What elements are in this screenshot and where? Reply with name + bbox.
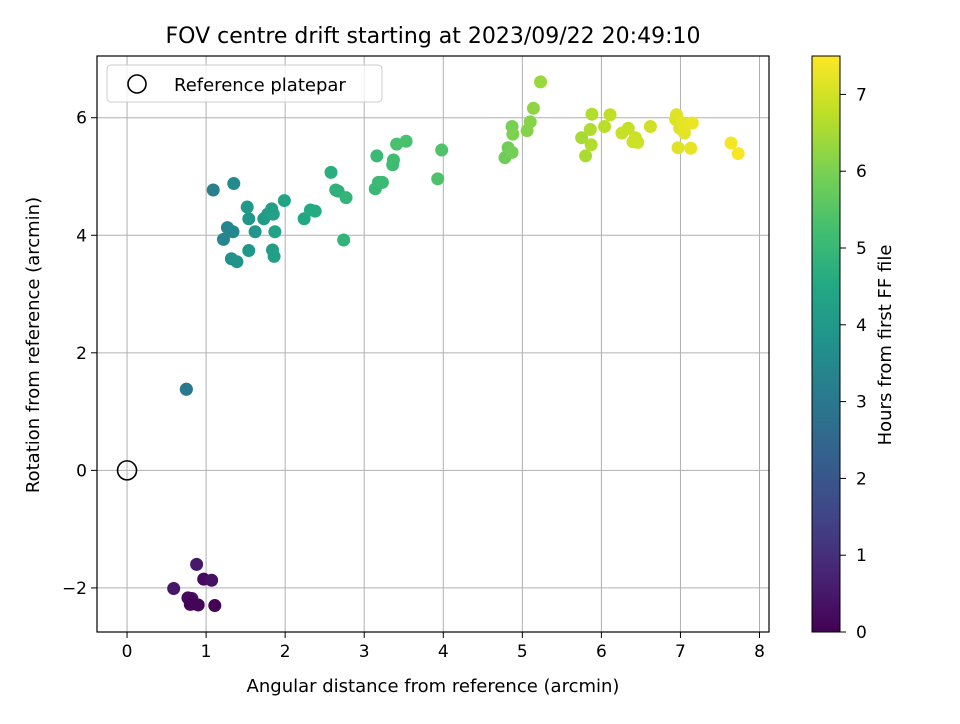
y-tick-label: 4 (76, 226, 87, 246)
data-point (337, 233, 351, 247)
chart-title: FOV centre drift starting at 2023/09/22 … (166, 24, 701, 49)
x-tick-label: 0 (122, 642, 133, 662)
data-point (227, 177, 241, 191)
data-point (584, 138, 598, 152)
legend: Reference platepar (106, 64, 383, 103)
y-tick-label: 0 (76, 461, 87, 481)
colorbar-label: Hours from first FF file (875, 245, 896, 446)
x-tick-label: 1 (201, 642, 212, 662)
data-point (268, 225, 282, 239)
y-tick-label: 2 (76, 344, 87, 364)
data-point (266, 207, 280, 221)
colorbar-tick-label: 7 (856, 85, 867, 105)
legend-box (106, 64, 383, 103)
colorbar: 0 1 2 3 4 5 6 7 Hours from first FF file (811, 55, 896, 643)
data-point (386, 153, 400, 167)
legend-label: Reference platepar (174, 75, 346, 96)
axis-ticks: 0 1 2 3 4 5 6 7 8 −2 0 2 4 6 (62, 109, 765, 662)
colorbar-tick-label: 1 (856, 546, 867, 566)
data-point (339, 191, 353, 205)
data-point (179, 382, 193, 396)
data-point (621, 121, 635, 135)
x-tick-label: 8 (754, 642, 765, 662)
colorbar-gradient (811, 55, 841, 633)
data-point (226, 225, 240, 239)
data-point (598, 120, 612, 134)
data-point (724, 136, 738, 150)
data-point (631, 135, 645, 149)
x-tick-label: 4 (438, 642, 449, 662)
data-point (585, 107, 599, 121)
y-tick-label: −2 (62, 579, 87, 599)
x-tick-label: 5 (517, 642, 528, 662)
y-axis-label: Rotation from reference (arcmin) (23, 197, 44, 493)
data-point (505, 145, 519, 159)
colorbar-tick-label: 2 (856, 469, 867, 489)
data-point (575, 131, 589, 145)
data-point (685, 116, 699, 130)
data-point (506, 127, 520, 141)
data-point (324, 165, 338, 179)
data-point (523, 115, 537, 129)
data-point (277, 194, 291, 208)
data-point (583, 122, 597, 136)
data-point (671, 141, 685, 155)
data-point (534, 75, 548, 89)
reference-platepar-marker (116, 460, 138, 481)
data-point (190, 557, 204, 571)
data-point (206, 183, 220, 197)
scatter-points (167, 75, 745, 613)
data-point (731, 147, 745, 161)
data-point (242, 212, 256, 226)
data-point (370, 149, 384, 163)
x-axis-label: Angular distance from reference (arcmin) (247, 676, 620, 697)
data-point (431, 172, 445, 186)
data-point (603, 108, 617, 122)
data-point (643, 120, 657, 134)
data-point (191, 598, 205, 612)
data-point (230, 255, 244, 269)
colorbar-tick-label: 6 (856, 162, 867, 182)
data-point (375, 175, 389, 189)
data-point (526, 101, 540, 115)
plot-frame (96, 55, 770, 633)
data-point (399, 134, 413, 148)
data-point (242, 244, 256, 258)
grid-lines (97, 56, 769, 632)
data-point (167, 582, 181, 596)
x-tick-label: 2 (280, 642, 291, 662)
data-point (684, 141, 698, 155)
data-point (205, 573, 219, 587)
data-point (435, 143, 449, 157)
x-tick-label: 7 (675, 642, 686, 662)
data-point (308, 204, 322, 218)
colorbar-tick-label: 5 (856, 239, 867, 259)
reference-marker-layer (116, 460, 138, 481)
colorbar-tick-label: 0 (856, 623, 867, 643)
x-tick-label: 6 (596, 642, 607, 662)
x-tick-label: 3 (359, 642, 370, 662)
colorbar-tick-label: 3 (856, 393, 867, 413)
colorbar-ticks: 0 1 2 3 4 5 6 7 (840, 85, 867, 643)
y-tick-label: 6 (76, 109, 87, 129)
data-point (208, 599, 222, 613)
legend-marker-icon (127, 74, 147, 94)
data-point (267, 249, 281, 263)
data-point (248, 225, 262, 239)
data-point (579, 149, 593, 163)
data-point (216, 232, 230, 246)
data-point (240, 200, 254, 214)
colorbar-tick-label: 4 (856, 316, 867, 336)
